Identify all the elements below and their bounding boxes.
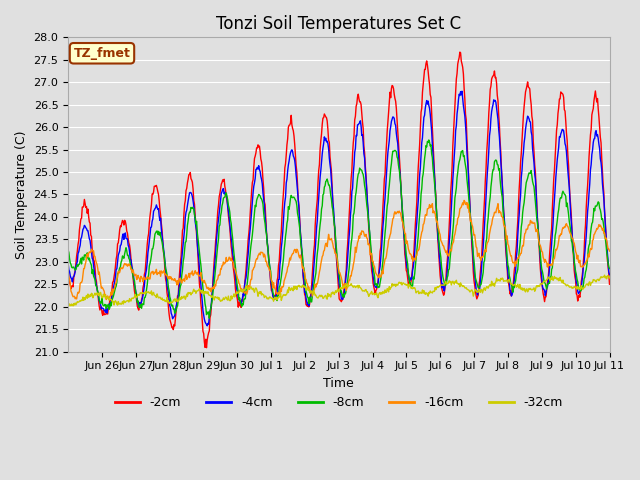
Y-axis label: Soil Temperature (C): Soil Temperature (C): [15, 130, 28, 259]
Text: TZ_fmet: TZ_fmet: [74, 47, 131, 60]
X-axis label: Time: Time: [323, 377, 354, 390]
Legend: -2cm, -4cm, -8cm, -16cm, -32cm: -2cm, -4cm, -8cm, -16cm, -32cm: [109, 391, 568, 414]
Title: Tonzi Soil Temperatures Set C: Tonzi Soil Temperatures Set C: [216, 15, 461, 33]
